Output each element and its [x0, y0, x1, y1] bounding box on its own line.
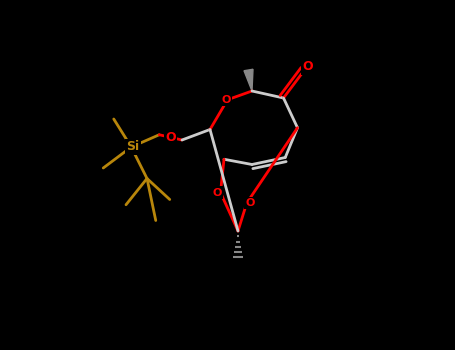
- Text: O: O: [221, 95, 230, 105]
- Text: O: O: [165, 131, 176, 144]
- Text: O: O: [212, 188, 222, 197]
- Text: O: O: [303, 60, 313, 73]
- Text: O: O: [246, 198, 255, 208]
- Text: Si: Si: [126, 140, 140, 154]
- Polygon shape: [244, 69, 253, 91]
